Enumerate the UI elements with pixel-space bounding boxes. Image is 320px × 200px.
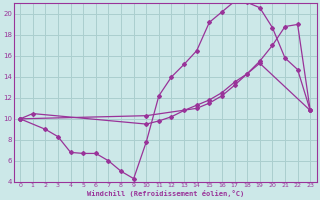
X-axis label: Windchill (Refroidissement éolien,°C): Windchill (Refroidissement éolien,°C) <box>87 190 244 197</box>
